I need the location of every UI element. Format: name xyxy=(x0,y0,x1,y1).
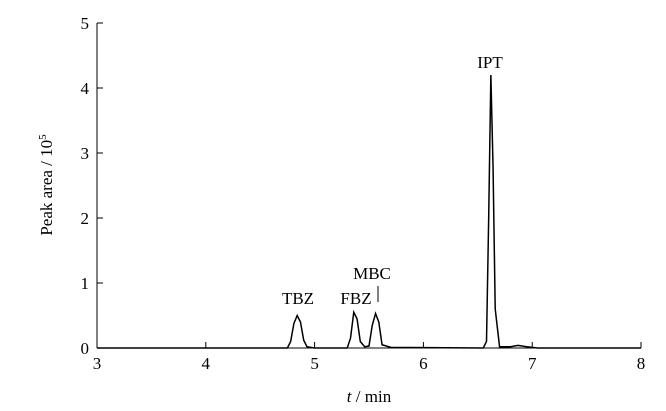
peak-label: FBZ xyxy=(340,289,371,308)
peak-label: IPT xyxy=(477,53,503,72)
x-tick-label: 5 xyxy=(310,354,319,373)
y-tick-label: 0 xyxy=(81,339,90,358)
peak-label: MBC xyxy=(353,264,391,283)
y-tick-label: 1 xyxy=(81,274,90,293)
x-tick-label: 8 xyxy=(637,354,646,373)
x-axis-label: t / min xyxy=(347,387,392,406)
y-label-exponent: 5 xyxy=(37,134,49,140)
x-tick-label: 6 xyxy=(419,354,428,373)
y-tick-label: 5 xyxy=(81,14,90,33)
y-tick-label: 2 xyxy=(81,209,90,228)
x-tick-label: 4 xyxy=(202,354,211,373)
y-label-text: Peak area / 10 xyxy=(37,140,56,236)
x-tick-label: 3 xyxy=(93,354,102,373)
y-tick-label: 4 xyxy=(81,79,90,98)
x-label-var: t xyxy=(347,387,353,406)
trace xyxy=(97,74,641,349)
y-axis-label: Peak area / 105 xyxy=(37,134,56,236)
y-tick-label: 3 xyxy=(81,144,90,163)
x-tick-label: 7 xyxy=(528,354,537,373)
peak-label: TBZ xyxy=(282,289,314,308)
x-label-unit: / min xyxy=(352,387,392,406)
